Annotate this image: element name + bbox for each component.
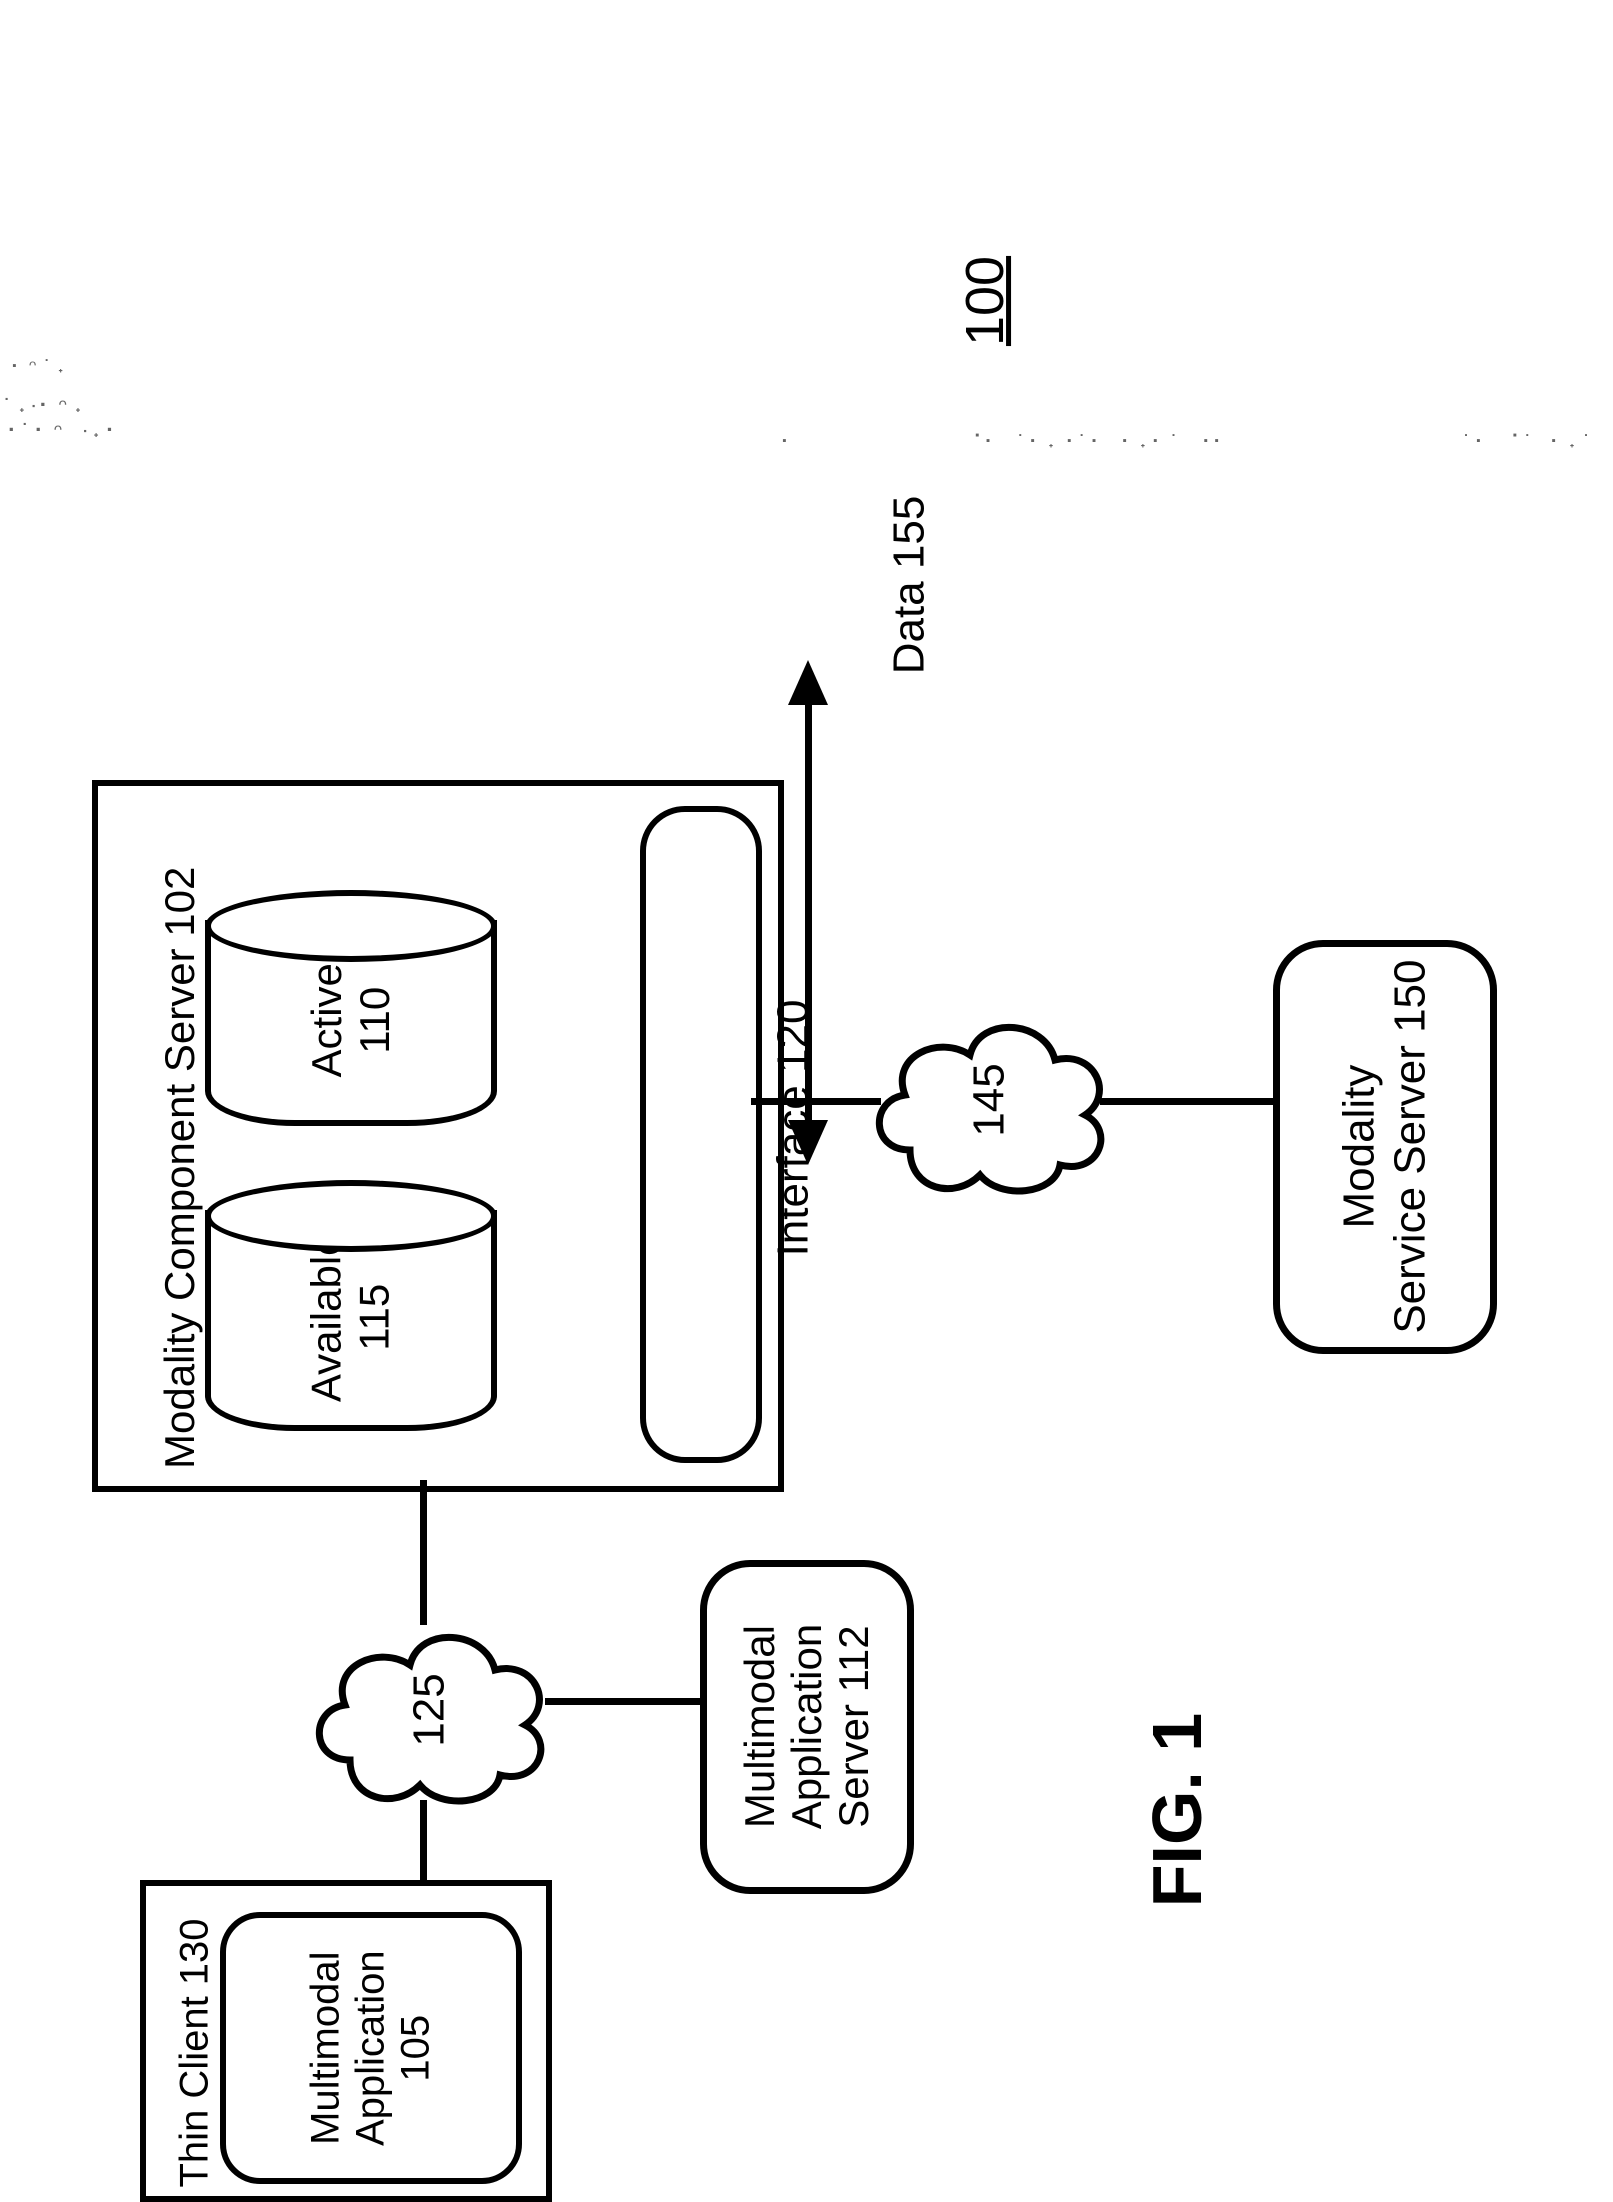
thin-client-label: Thin Client 130: [173, 1878, 218, 2188]
multiapp-line2: Application: [783, 1624, 830, 1829]
scan-noise: ˙˖ᐧ⠂ᵔ˖: [0, 395, 87, 421]
line-cloud145-to-modsvc: [1100, 1098, 1282, 1105]
cloud-125: 125: [300, 1600, 560, 1820]
scan-noise: ˙⠂ ⠈˙ ⠂˖˙ ⠐: [1460, 430, 1613, 456]
figure-ref-text: 100: [955, 256, 1015, 346]
cyl-available-line2: 115: [351, 1284, 398, 1351]
cyl-active-line1: Active: [303, 963, 350, 1077]
line-cloud125-to-thinclient: [420, 1800, 427, 1885]
scan-noise: ⠈⠂ ˙⠂˖⠐˙⠂ ⠂˖⠂˙ ⠐⠂: [967, 430, 1229, 456]
modsvc-line1: Modality: [1334, 1065, 1383, 1229]
cylinder-available-top: [205, 1180, 497, 1252]
scan-noise: ⠂ᵔ˙˖: [10, 355, 69, 381]
modality-service-server-box: Modality Service Server 150: [1273, 940, 1497, 1354]
multimodal-app-server-box: Multimodal Application Server 112: [700, 1560, 914, 1894]
mmapp-line2: Application: [349, 1950, 393, 2146]
cloud-145: 145: [860, 990, 1120, 1210]
data-label: Data 155: [884, 496, 934, 675]
data-label-text: Data 155: [884, 496, 933, 675]
mcs-label-text: Modality Component Server 102: [156, 867, 203, 1469]
cloud-145-label: 145: [965, 1063, 1014, 1136]
scan-noise: ⠐˙⠂ᵔ ᐧ˖⠂: [0, 420, 123, 446]
multimodal-application-box: Multimodal Application 105: [220, 1912, 522, 2184]
figure-label: FIG. 1: [1137, 1713, 1217, 1907]
cylinder-active-top: [205, 890, 497, 962]
arrow-up-icon: [788, 660, 828, 705]
figure-label-text: FIG. 1: [1138, 1713, 1216, 1907]
mmapp-line3: 105: [393, 2015, 437, 2082]
mmapp-line1: Multimodal: [304, 1951, 348, 2144]
modality-component-server-label: Modality Component Server 102: [156, 769, 204, 1469]
line-cloud125-to-multiapp: [545, 1698, 710, 1705]
cyl-active-line2: 110: [351, 987, 398, 1054]
cloud-125-label: 125: [405, 1673, 454, 1746]
figure-canvas: 100 Data 155 Modality Component Server 1…: [0, 0, 1613, 2117]
multiapp-line3: Server 112: [831, 1626, 878, 1828]
scan-noise: ⠂: [780, 430, 797, 456]
cyl-available-line1: Available: [303, 1233, 350, 1403]
modsvc-line2: Service Server 150: [1385, 960, 1434, 1334]
figure-ref-number: 100: [954, 256, 1016, 346]
thin-client-label-text: Thin Client 130: [173, 1918, 217, 2187]
interface-label-text: Interface 120: [768, 1000, 818, 1257]
multiapp-line1: Multimodal: [736, 1625, 783, 1828]
